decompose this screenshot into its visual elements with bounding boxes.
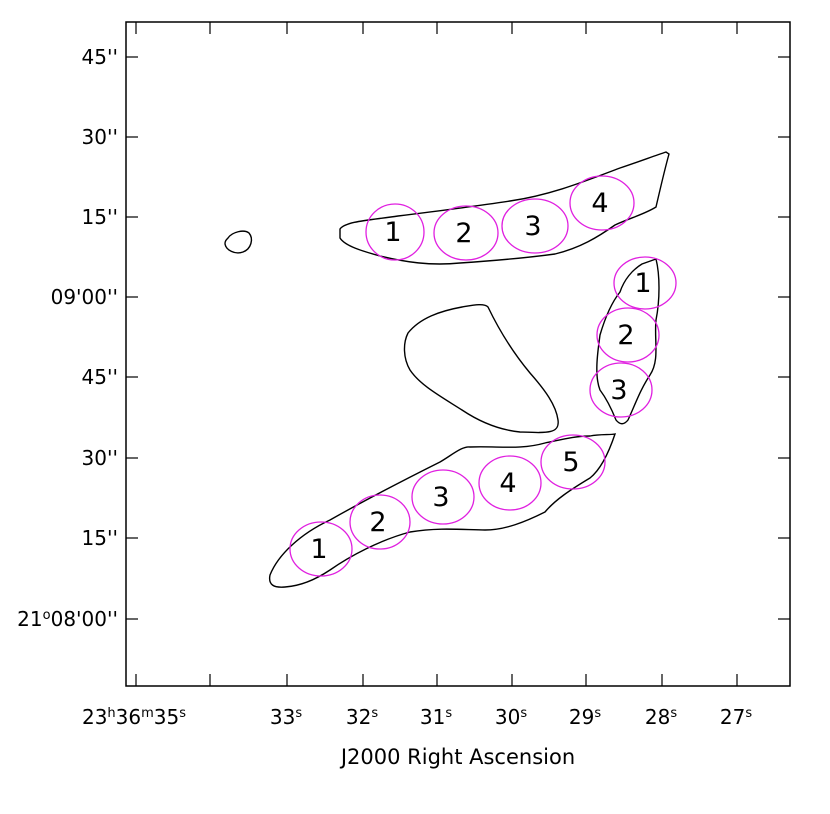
region-circle-lower-5: [540, 434, 606, 490]
contour-upper-ridge: [339, 151, 670, 265]
region-label-upper-4: 4: [591, 188, 608, 219]
region-circle-right-3: [589, 362, 653, 418]
region-circle-lower-3: [411, 469, 475, 525]
x-tick-labels: 23h36m35s 33s 32s 31s 30s 29s 28s 27s: [82, 705, 752, 729]
y-tick-label-6: 15'': [82, 526, 118, 550]
x-tick-label-3: 31s: [420, 705, 452, 729]
contour-lower-ridge: [268, 433, 617, 588]
contour-small-blob: [224, 230, 253, 254]
axis-ticks: [126, 22, 790, 686]
y-tick-label-3: 09'00'': [51, 285, 118, 309]
region-circle-upper-4: [569, 175, 635, 231]
region-label-upper-3: 3: [524, 211, 541, 242]
region-circle-upper-3: [501, 198, 569, 254]
x-tick-label-5: 29s: [569, 705, 601, 729]
region-circle-upper-2: [433, 205, 499, 261]
y-tick-label-5: 30'': [82, 446, 118, 470]
x-tick-label-2: 32s: [346, 705, 378, 729]
contour-layer: [224, 151, 670, 588]
y-tick-label-4: 45'': [82, 365, 118, 389]
region-label-lower-1: 1: [310, 534, 327, 565]
y-tick-label-1: 30'': [82, 125, 118, 149]
region-label-upper-1: 1: [384, 217, 401, 248]
contour-central-blob: [403, 304, 559, 434]
region-label-upper-2: 2: [455, 218, 472, 249]
x-tick-label-1: 33s: [270, 705, 302, 729]
region-label-right-1: 1: [634, 268, 651, 299]
x-tick-label-4: 30s: [495, 705, 527, 729]
y-tick-labels: 45'' 30'' 15'' 09'00'' 45'' 30'' 15'' 21o08'00'…: [17, 45, 118, 631]
region-label-right-2: 2: [617, 320, 634, 351]
x-tick-label-7: 27s: [720, 705, 752, 729]
y-tick-label-2: 15'': [82, 205, 118, 229]
region-circle-lower-2: [349, 494, 411, 550]
x-tick-label-0: 23h36m35s: [82, 705, 186, 729]
region-circle-right-2: [596, 307, 660, 363]
region-circle-lower-1: [289, 521, 353, 577]
region-label-lower-4: 4: [499, 468, 516, 499]
x-axis-title: J2000 Right Ascension: [339, 745, 575, 769]
x-tick-label-6: 28s: [645, 705, 677, 729]
y-tick-label-7: 21o08'00'': [17, 607, 118, 631]
contour-right-ridge: [596, 258, 660, 425]
region-circle-upper-1: [365, 203, 425, 261]
region-label-right-3: 3: [610, 375, 627, 406]
region-label-lower-3: 3: [432, 482, 449, 513]
plot-frame: [125, 21, 791, 687]
y-tick-label-0: 45'': [82, 45, 118, 69]
region-label-lower-5: 5: [562, 447, 579, 478]
region-circle-lower-4: [478, 455, 542, 511]
region-circle-right-1: [613, 256, 677, 310]
region-label-lower-2: 2: [369, 507, 386, 538]
